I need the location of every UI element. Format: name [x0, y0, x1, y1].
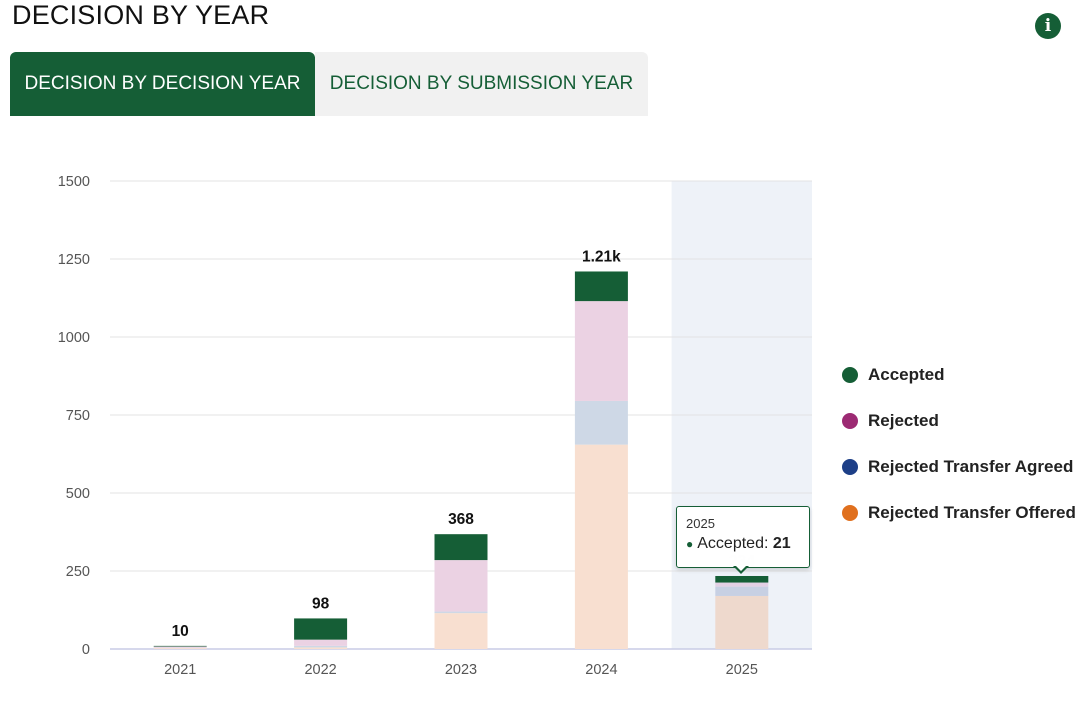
- legend-dot-rejected-transfer-agreed: [842, 459, 858, 475]
- bar-total-label: 10: [172, 623, 189, 640]
- x-tick-label: 2025: [726, 662, 758, 678]
- chart-tooltip: 2025 ● Accepted: 21: [676, 506, 810, 568]
- bar-segment-accepted: [715, 575, 769, 583]
- legend-dot-rejected: [842, 413, 858, 429]
- tooltip-row: ● Accepted: 21: [686, 535, 791, 552]
- tab-decision-by-decision-year[interactable]: DECISION BY DECISION YEAR: [10, 52, 315, 116]
- legend-dot-rejected-transfer-offered: [842, 505, 858, 521]
- bar-segment-rejected-transfer-offered: [434, 613, 488, 649]
- x-tick-label: 2021: [164, 662, 196, 678]
- bar-segment-rejected-transfer-offered: [153, 648, 207, 649]
- bar-total-label: 98: [312, 595, 330, 612]
- legend-label: Rejected Transfer Offered: [868, 503, 1076, 522]
- x-tick-label: 2023: [445, 662, 477, 678]
- legend-label: Rejected: [868, 411, 939, 430]
- bar-segment-rejected: [153, 646, 207, 648]
- bar-segment-rejected-transfer-agreed: [574, 400, 628, 445]
- bar-total-label: 1.21k: [582, 248, 621, 265]
- bar-segment-rejected-transfer-agreed: [715, 586, 769, 596]
- bar-segment-accepted: [434, 534, 488, 561]
- bar-segment-rejected-transfer-agreed: [294, 645, 348, 648]
- y-tick-label: 0: [82, 642, 90, 658]
- bar-segment-rejected-transfer-offered: [574, 444, 628, 649]
- tooltip-series-dot: ●: [686, 537, 694, 551]
- y-tick-label: 750: [66, 408, 90, 424]
- bar-total-label: 368: [448, 511, 474, 528]
- tooltip-value: 21: [772, 535, 791, 552]
- legend-item-accepted[interactable]: Accepted: [842, 352, 1076, 398]
- y-tick-label: 1250: [58, 252, 90, 268]
- legend-item-rejected-transfer-agreed[interactable]: Rejected Transfer Agreed: [842, 444, 1076, 490]
- bar-segment-rejected: [715, 582, 769, 587]
- bar-segment-rejected: [574, 301, 628, 401]
- tooltip-year: 2025: [686, 516, 715, 531]
- legend-label: Accepted: [868, 365, 945, 384]
- tab-decision-by-submission-year[interactable]: DECISION BY SUBMISSION YEAR: [315, 52, 648, 116]
- bar-segment-accepted: [153, 645, 207, 647]
- bar-segment-rejected: [434, 560, 488, 612]
- tooltip-series-name: Accepted: [697, 535, 764, 552]
- bar-segment-rejected-transfer-agreed: [434, 611, 488, 614]
- bar-segment-rejected-transfer-offered: [715, 595, 769, 649]
- tooltip-arrow-inner: [735, 565, 747, 571]
- x-tick-label: 2024: [585, 662, 617, 678]
- y-tick-label: 250: [66, 564, 90, 580]
- bar-segment-accepted: [294, 618, 348, 640]
- tab-bar: DECISION BY DECISION YEAR DECISION BY SU…: [10, 52, 648, 116]
- legend-label: Rejected Transfer Agreed: [868, 457, 1074, 476]
- y-tick-label: 1500: [58, 174, 90, 190]
- legend-dot-accepted: [842, 367, 858, 383]
- legend-item-rejected[interactable]: Rejected: [842, 398, 1076, 444]
- bar-segment-rejected-transfer-offered: [294, 647, 348, 649]
- legend-item-rejected-transfer-offered[interactable]: Rejected Transfer Offered: [842, 490, 1076, 536]
- bar-segment-rejected: [294, 639, 348, 646]
- y-tick-label: 500: [66, 486, 90, 502]
- page-title: DECISION BY YEAR: [12, 0, 270, 30]
- x-tick-label: 2022: [304, 662, 336, 678]
- chart-legend: Accepted Rejected Rejected Transfer Agre…: [842, 352, 1076, 536]
- info-icon[interactable]: i: [1035, 13, 1061, 39]
- bar-segment-accepted: [574, 271, 628, 302]
- y-tick-label: 1000: [58, 330, 90, 346]
